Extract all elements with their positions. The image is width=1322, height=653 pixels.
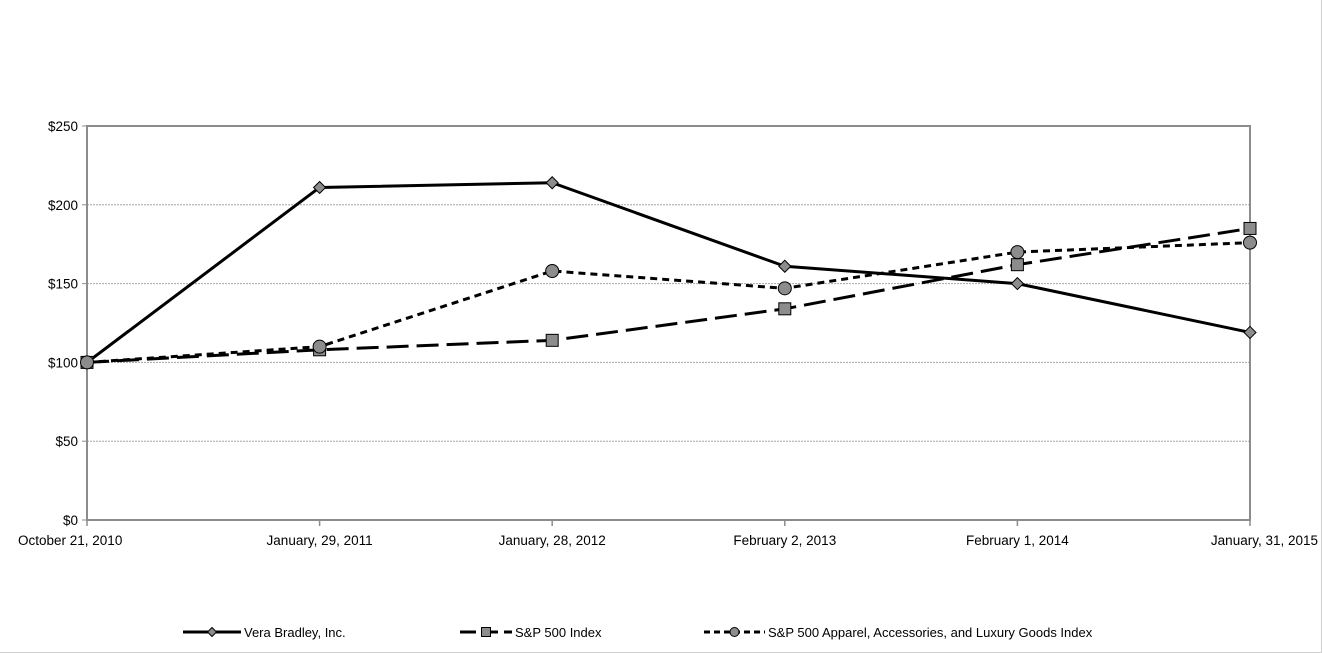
x-tick-label: February 1, 2014 — [966, 533, 1069, 548]
legend-label: S&P 500 Apparel, Accessories, and Luxury… — [768, 625, 1093, 640]
legend-marker-square — [481, 627, 491, 637]
x-tick-label: February 2, 2013 — [733, 533, 836, 548]
series-line — [86, 241, 1251, 364]
y-tick-label: $150 — [48, 277, 78, 292]
x-tick-label: October 21, 2010 — [18, 533, 122, 548]
data-point-circle — [1010, 245, 1025, 260]
data-point-diamond — [1010, 276, 1025, 291]
x-tick-label: January, 28, 2012 — [499, 533, 606, 548]
series-line — [86, 181, 1251, 364]
y-tick-label: $100 — [48, 355, 78, 370]
series-lines — [80, 176, 1257, 370]
data-point-diamond — [545, 176, 559, 190]
x-tick-label: January, 31, 2015 — [1211, 533, 1318, 548]
legend-marker-circle — [729, 627, 740, 637]
data-point-square — [1010, 258, 1024, 272]
y-tick-label: $250 — [48, 119, 78, 134]
data-point-circle — [312, 339, 327, 354]
data-point-circle — [80, 355, 94, 370]
axes: $0 $50 $100 $150 $200 $250 October 21, 2010 Jan… — [18, 119, 1318, 548]
data-point-square — [778, 302, 792, 316]
data-point-square — [1243, 221, 1257, 235]
data-point-diamond — [1243, 325, 1257, 340]
legend-label: Vera Bradley, Inc. — [244, 625, 346, 640]
y-tick-label: $50 — [55, 434, 78, 449]
legend-marker-diamond — [206, 626, 218, 638]
x-tick-label: January, 29, 2011 — [267, 533, 373, 548]
data-point-circle — [545, 263, 560, 278]
data-point-circle — [777, 281, 792, 296]
data-point-circle — [1243, 235, 1257, 250]
legend: Vera Bradley, Inc. S&P 500 Index S&P 500 A… — [183, 625, 1093, 640]
gridlines — [87, 204, 1250, 442]
legend-label: S&P 500 Index — [515, 625, 602, 640]
y-tick-label: $0 — [63, 513, 78, 528]
plot-area — [86, 125, 1251, 521]
data-point-diamond — [312, 180, 327, 195]
y-tick-label: $200 — [48, 198, 78, 213]
series-line — [86, 226, 1251, 364]
data-point-square — [545, 333, 559, 347]
data-point-diamond — [778, 259, 792, 273]
